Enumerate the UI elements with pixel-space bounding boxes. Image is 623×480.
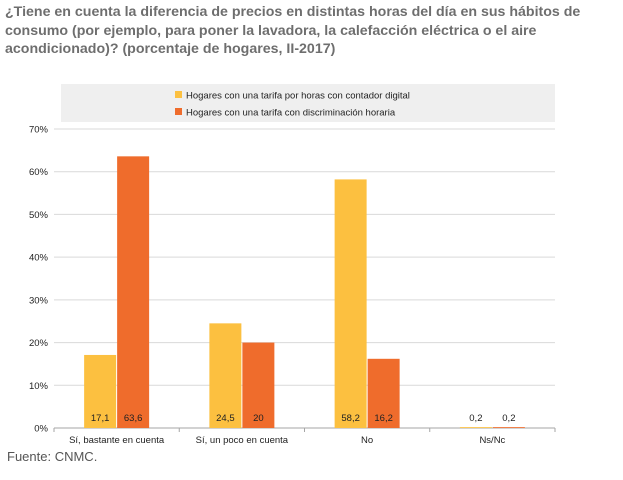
- x-tick-label: Sí, bastante en cuenta: [69, 435, 165, 446]
- source-note: Fuente: CNMC.: [7, 449, 98, 464]
- bar: [209, 323, 242, 428]
- y-tick-label: 0%: [34, 424, 48, 435]
- y-tick-label: 70%: [29, 125, 49, 136]
- data-label: 0,2: [469, 413, 482, 424]
- legend-label-2: Hogares con una tarifa con discriminació…: [186, 108, 396, 119]
- data-label: 16,2: [374, 413, 393, 424]
- chart-title: ¿Tiene en cuenta la diferencia de precio…: [5, 4, 581, 57]
- x-tick-label: No: [361, 435, 373, 446]
- data-label: 58,2: [341, 413, 360, 424]
- y-tick-label: 40%: [29, 253, 49, 264]
- y-tick-label: 10%: [29, 381, 49, 392]
- legend-swatch-2: [175, 108, 182, 115]
- data-label: 17,1: [91, 413, 110, 424]
- y-tick-label: 60%: [29, 167, 49, 178]
- bar: [334, 179, 367, 428]
- legend-swatch-1: [175, 91, 182, 98]
- x-tick-label: Sí, un poco en cuenta: [196, 435, 289, 446]
- bar: [117, 156, 150, 428]
- bar: [242, 342, 275, 428]
- data-label: 20: [253, 413, 264, 424]
- bar: [459, 427, 492, 428]
- legend-label-1: Hogares con una tarifa por horas con con…: [186, 91, 410, 102]
- y-tick-label: 20%: [29, 338, 49, 349]
- bar: [492, 427, 525, 428]
- y-tick-label: 50%: [29, 210, 49, 221]
- bar: [367, 358, 400, 428]
- data-label: 0,2: [502, 413, 515, 424]
- legend-box: [61, 84, 555, 122]
- y-tick-label: 30%: [29, 295, 49, 306]
- data-label: 63,6: [124, 413, 143, 424]
- bar: [84, 354, 117, 428]
- x-tick-label: Ns/Nc: [479, 435, 505, 446]
- data-label: 24,5: [216, 413, 235, 424]
